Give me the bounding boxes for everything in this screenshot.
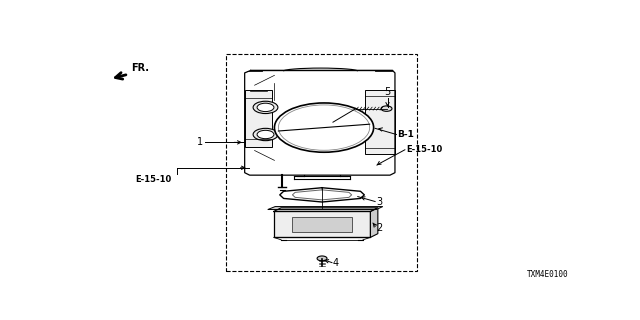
Text: 1: 1 xyxy=(197,137,203,148)
Bar xyxy=(227,54,417,271)
Text: FR.: FR. xyxy=(131,63,149,73)
Circle shape xyxy=(381,106,392,111)
Polygon shape xyxy=(274,212,371,237)
Text: 4: 4 xyxy=(333,258,339,268)
Text: B-1: B-1 xyxy=(397,131,414,140)
Polygon shape xyxy=(292,217,352,232)
Circle shape xyxy=(253,128,278,141)
Circle shape xyxy=(275,103,374,152)
Circle shape xyxy=(257,103,274,112)
Text: E-15-10: E-15-10 xyxy=(406,145,443,154)
Bar xyxy=(244,90,272,147)
Polygon shape xyxy=(268,207,383,210)
Bar xyxy=(365,90,395,154)
Text: E-15-10: E-15-10 xyxy=(135,175,172,184)
Circle shape xyxy=(278,105,370,150)
Circle shape xyxy=(253,101,278,114)
Text: 3: 3 xyxy=(376,196,383,206)
Polygon shape xyxy=(274,208,378,212)
Circle shape xyxy=(257,130,274,139)
Text: TXM4E0100: TXM4E0100 xyxy=(527,270,568,279)
Circle shape xyxy=(317,256,327,261)
Polygon shape xyxy=(371,208,378,237)
Text: 2: 2 xyxy=(376,223,382,233)
Text: 5: 5 xyxy=(385,87,390,97)
